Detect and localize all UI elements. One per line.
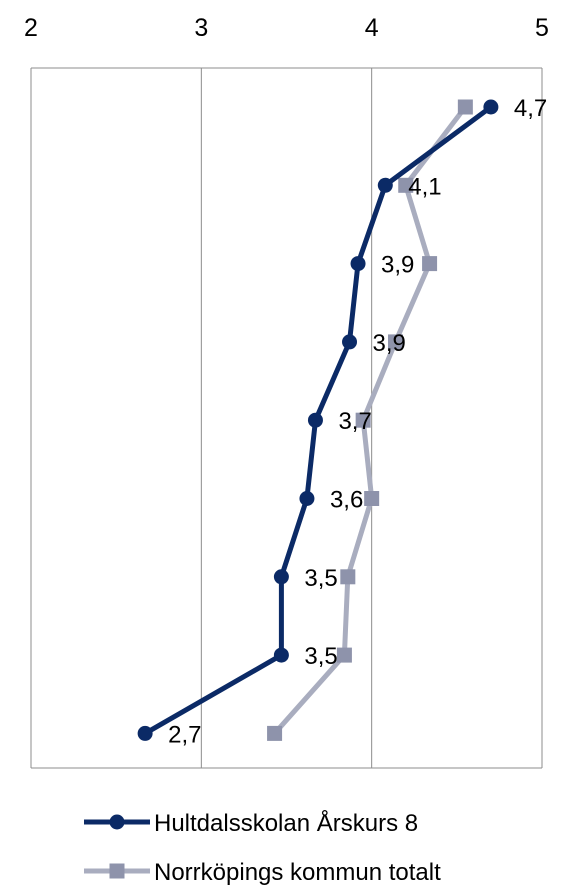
data-label-1: 4,7 xyxy=(514,95,547,122)
series-2-point-1 xyxy=(457,99,473,115)
data-label-9: 2,7 xyxy=(168,721,201,748)
legend-marker-2 xyxy=(109,863,125,879)
series-1-point-6 xyxy=(299,491,315,506)
series-1-point-9 xyxy=(137,725,153,741)
series-2-point-4 xyxy=(388,334,404,350)
x-tick-label-5: 5 xyxy=(535,14,549,42)
data-label-6: 3,6 xyxy=(330,487,363,514)
gridlines xyxy=(30,68,543,769)
series-layer xyxy=(137,99,499,741)
series-2-point-3 xyxy=(422,256,438,272)
x-tick-label-2: 2 xyxy=(24,14,38,42)
series-2-point-6 xyxy=(364,491,380,506)
legend-label-1: Hultdalsskolan Årskurs 8 xyxy=(154,809,418,837)
series-1-point-3 xyxy=(350,256,366,272)
legend-item-2: Norrköpings kommun totalt xyxy=(84,859,441,886)
x-axis: 2 3 4 5 xyxy=(24,14,549,69)
series-1-point-5 xyxy=(307,412,323,428)
series-1-point-7 xyxy=(273,569,289,585)
legend-label-2: Norrköpings kommun totalt xyxy=(154,859,441,886)
legend-item-1: Hultdalsskolan Årskurs 8 xyxy=(84,809,418,837)
series-1-point-2 xyxy=(377,177,393,193)
series-2-point-2 xyxy=(398,177,414,193)
series-1-point-4 xyxy=(342,334,358,350)
legend: Hultdalsskolan Årskurs 8 Norrköpings komm… xyxy=(84,809,441,886)
series-2 xyxy=(267,99,473,741)
data-label-4: 3,9 xyxy=(373,330,406,357)
series-1-point-1 xyxy=(483,99,499,115)
series-2-point-7 xyxy=(340,569,356,585)
x-tick-label-3: 3 xyxy=(194,14,208,42)
series-2-point-5 xyxy=(355,412,371,428)
x-tick-label-4: 4 xyxy=(365,14,379,42)
series-2-point-8 xyxy=(336,647,352,663)
legend-marker-1 xyxy=(109,814,125,830)
series-1-point-8 xyxy=(273,647,289,663)
series-1 xyxy=(137,99,499,741)
data-label-3: 3,9 xyxy=(381,252,414,279)
data-label-7: 3,5 xyxy=(304,565,337,592)
data-label-2: 4,1 xyxy=(408,173,441,200)
data-label-5: 3,7 xyxy=(338,408,371,435)
data-labels: 4,7 4,1 3,9 3,9 3,7 3,6 3,5 3,5 2,7 xyxy=(168,95,547,748)
series-2-point-9 xyxy=(267,725,283,741)
data-label-8: 3,5 xyxy=(304,643,337,670)
